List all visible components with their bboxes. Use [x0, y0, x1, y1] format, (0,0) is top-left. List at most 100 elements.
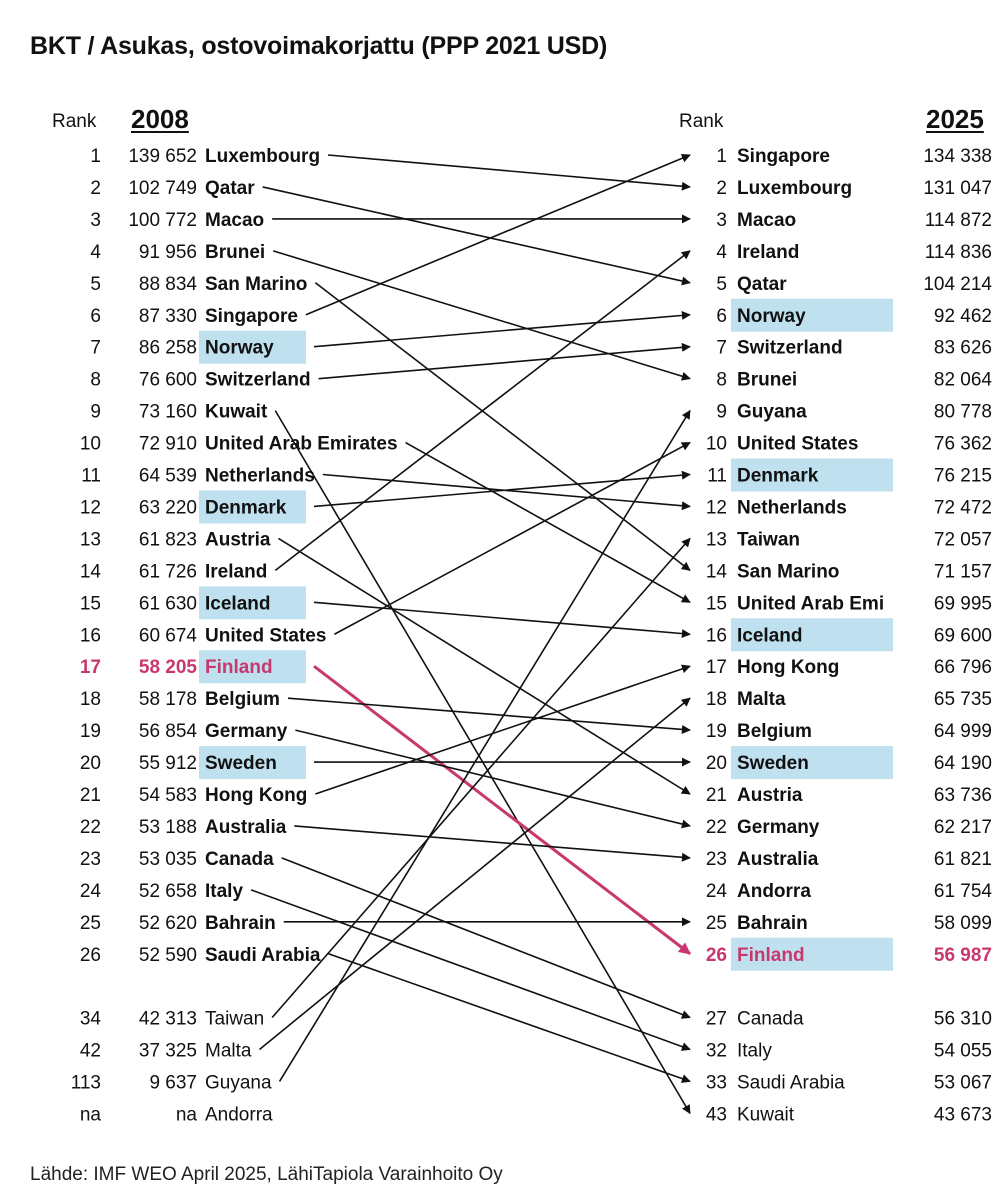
right-country-bahrain: Bahrain — [737, 913, 808, 934]
right-rank-qatar: 5 — [716, 274, 727, 295]
right-country-ireland: Ireland — [737, 242, 799, 263]
right-rank-netherlands: 12 — [706, 497, 727, 518]
left-rank-germany: 19 — [80, 721, 101, 742]
left-highlight-norway — [199, 330, 306, 364]
left-value-sweden: 55 912 — [139, 753, 197, 774]
right-value-brunei: 82 064 — [934, 370, 993, 391]
left-rank-finland: 17 — [80, 657, 101, 678]
left-country-guyana: Guyana — [205, 1072, 272, 1093]
arrow-malta — [258, 697, 691, 1051]
arrow-san-marino — [314, 282, 691, 571]
right-rank-finland: 26 — [706, 945, 727, 966]
left-rank-bahrain: 25 — [80, 913, 101, 934]
right-rank-hong-kong: 17 — [706, 657, 727, 678]
arrow-belgium — [287, 697, 691, 734]
right-country-canada: Canada — [737, 1009, 804, 1030]
right-country-kuwait: Kuwait — [737, 1104, 795, 1125]
right-rank-taiwan: 13 — [706, 529, 727, 550]
left-rank-luxembourg: 1 — [90, 146, 101, 167]
left-country-saudi-arabia: Saudi Arabia — [205, 945, 321, 966]
arrow-denmark — [313, 470, 691, 508]
right-country-italy: Italy — [737, 1040, 772, 1061]
right-rank-germany: 22 — [706, 817, 727, 838]
left-country-singapore: Singapore — [205, 306, 298, 327]
source-note: Lähde: IMF WEO April 2025, LähiTapiola V… — [30, 1164, 503, 1185]
right-highlight-iceland — [731, 618, 893, 652]
right-country-iceland: Iceland — [737, 625, 802, 646]
right-country-denmark: Denmark — [737, 466, 819, 487]
left-country-hong-kong: Hong Kong — [205, 785, 307, 806]
left-country-denmark: Denmark — [205, 497, 287, 518]
right-value-netherlands: 72 472 — [934, 497, 992, 518]
left-rank-brunei: 4 — [90, 242, 101, 263]
right-country-united-states: United States — [737, 434, 858, 455]
right-rank-canada: 27 — [706, 1009, 727, 1030]
left-value-belgium: 58 178 — [139, 689, 197, 710]
left-value-brunei: 91 956 — [139, 242, 197, 263]
left-value-hong-kong: 54 583 — [139, 785, 197, 806]
left-value-netherlands: 64 539 — [139, 466, 197, 487]
left-country-taiwan: Taiwan — [205, 1009, 264, 1030]
left-rank-norway: 7 — [90, 338, 101, 359]
right-highlight-denmark — [731, 458, 893, 492]
right-value-andorra: 61 754 — [934, 881, 993, 902]
left-country-australia: Australia — [205, 817, 287, 838]
right-rank-belgium: 19 — [706, 721, 727, 742]
left-value-saudi-arabia: 52 590 — [139, 945, 197, 966]
left-rank-united-arab-emirates: 10 — [80, 434, 101, 455]
left-country-luxembourg: Luxembourg — [205, 146, 320, 167]
left-rank-ireland: 14 — [80, 561, 102, 582]
left-value-canada: 53 035 — [139, 849, 197, 870]
left-country-germany: Germany — [205, 721, 288, 742]
right-country-san-marino: San Marino — [737, 561, 839, 582]
arrow-luxembourg — [327, 154, 691, 191]
left-country-qatar: Qatar — [205, 178, 255, 199]
right-rank-united-arab-emi: 15 — [706, 593, 727, 614]
left-year-header: 2008 — [131, 104, 189, 134]
arrow-italy — [250, 889, 691, 1051]
right-value-germany: 62 217 — [934, 817, 992, 838]
right-country-norway: Norway — [737, 306, 806, 327]
left-value-united-arab-emirates: 72 910 — [139, 434, 197, 455]
left-rank-united-states: 16 — [80, 625, 101, 646]
left-value-san-marino: 88 834 — [139, 274, 198, 295]
right-rank-luxembourg: 2 — [716, 178, 727, 199]
left-value-austria: 61 823 — [139, 529, 197, 550]
right-country-qatar: Qatar — [737, 274, 787, 295]
arrow-hong-kong — [315, 664, 691, 795]
right-value-malta: 65 735 — [934, 689, 992, 710]
left-rank-macao: 3 — [90, 210, 101, 231]
right-rank-ireland: 4 — [716, 242, 727, 263]
right-country-finland: Finland — [737, 945, 805, 966]
left-highlight-iceland — [199, 586, 306, 620]
left-value-italy: 52 658 — [139, 881, 197, 902]
arrow-united-states — [334, 441, 691, 635]
left-country-austria: Austria — [205, 529, 271, 550]
left-highlight-finland — [199, 650, 306, 684]
left-rank-andorra: na — [80, 1104, 102, 1125]
right-value-united-arab-emi: 69 995 — [934, 593, 992, 614]
right-rank-andorra: 24 — [706, 881, 728, 902]
left-rank-switzerland: 8 — [90, 370, 101, 391]
left-value-switzerland: 76 600 — [139, 370, 197, 391]
left-rank-netherlands: 11 — [81, 466, 101, 487]
right-rank-kuwait: 43 — [706, 1104, 727, 1125]
left-country-canada: Canada — [205, 849, 274, 870]
right-rank-switzerland: 7 — [716, 338, 727, 359]
right-value-hong-kong: 66 796 — [934, 657, 992, 678]
right-rank-header: Rank — [679, 111, 724, 132]
left-rank-denmark: 12 — [80, 497, 101, 518]
right-value-sweden: 64 190 — [934, 753, 992, 774]
right-value-saudi-arabia: 53 067 — [934, 1072, 992, 1093]
right-country-malta: Malta — [737, 689, 786, 710]
right-value-finland: 56 987 — [934, 945, 992, 966]
arrow-qatar — [262, 186, 691, 286]
left-country-netherlands: Netherlands — [205, 466, 315, 487]
right-value-australia: 61 821 — [934, 849, 992, 870]
right-country-switzerland: Switzerland — [737, 338, 843, 359]
left-country-finland: Finland — [205, 657, 273, 678]
left-rank-hong-kong: 21 — [80, 785, 101, 806]
left-rank-header: Rank — [52, 111, 97, 132]
right-year-header: 2025 — [926, 104, 984, 134]
left-country-macao: Macao — [205, 210, 264, 231]
